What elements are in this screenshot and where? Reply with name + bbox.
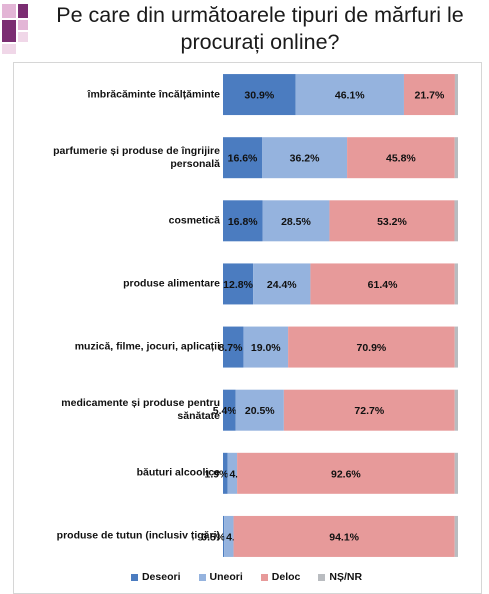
legend-swatch-deloc — [260, 573, 268, 581]
bar-segment-deloc — [347, 137, 455, 179]
bar-segment-ns-nr — [454, 326, 458, 368]
bar-segment-uneori — [262, 200, 330, 242]
data-label-deloc: 72.7% — [354, 405, 384, 417]
data-label-uneori: 19.0% — [251, 342, 281, 354]
legend-swatch-ns-nr — [318, 573, 326, 581]
bar-segment-deloc — [329, 200, 455, 242]
bar-segment-deloc — [283, 389, 455, 431]
bar-segment-ns-nr — [454, 137, 458, 179]
bar-segment-uneori — [243, 326, 289, 368]
bar-segment-deseori — [223, 515, 225, 557]
data-label-deseori: 16.8% — [228, 216, 258, 228]
bar-segment-deseori — [223, 200, 263, 242]
chart-panel: 30.9% 46.1% 21.7% 16.6% 36.2% 45.8% 16.8% 28.5%… — [13, 62, 482, 594]
category-label: medicamente și produse pentru sănătate — [61, 397, 220, 423]
data-label-uneori: 46.1% — [335, 90, 365, 102]
data-label-deseori: 16.6% — [228, 153, 258, 165]
bar-segment-ns-nr — [454, 515, 458, 557]
data-label-deloc: 45.8% — [386, 153, 416, 165]
bar-segment-deseori — [223, 452, 228, 494]
data-label-deloc: 92.6% — [331, 468, 361, 480]
bar-segment-uneori — [253, 263, 311, 305]
category-label: muzică, filme, jocuri, aplicații — [74, 340, 220, 353]
data-label-uneori: 28.5% — [281, 216, 311, 228]
data-label-deseori: 1.9% — [205, 468, 230, 480]
bar-segment-uneori — [224, 515, 234, 557]
data-label-deloc: 53.2% — [377, 216, 407, 228]
bar-segment-uneori — [295, 74, 404, 116]
data-label-deloc: 61.4% — [368, 279, 398, 291]
data-label-uneori: 20.5% — [245, 405, 275, 417]
legend-item-deseori: Deseori — [130, 571, 181, 583]
legend-item-uneori: Uneori — [198, 571, 243, 583]
bar-segment-deloc — [288, 326, 455, 368]
data-label-deseori: 5.4% — [213, 405, 238, 417]
category-label: cosmetică — [168, 214, 220, 227]
category-label: produse de tutun (inclusiv țigări) — [56, 529, 220, 542]
data-label-deloc: 21.7% — [415, 90, 445, 102]
category-label: produse alimentare — [123, 277, 220, 290]
data-label-deloc: 70.9% — [357, 342, 387, 354]
data-label-uneori: 24.4% — [267, 279, 297, 291]
chart-legend: Deseori Uneori Deloc NȘ/NR — [13, 571, 480, 583]
data-label-deseori: 30.9% — [244, 90, 274, 102]
slide-title: Pe care din următoarele tipuri de mărfur… — [40, 2, 480, 56]
bar-segment-deseori — [223, 137, 263, 179]
category-label: băuturi alcoolice — [136, 466, 220, 479]
bar-segment-ns-nr — [454, 263, 458, 305]
bar-segment-deloc — [403, 74, 455, 116]
bar-segment-deseori — [223, 389, 236, 431]
bar-segment-uneori — [227, 452, 238, 494]
bar-segment-ns-nr — [454, 74, 458, 116]
bar-segment-ns-nr — [454, 200, 458, 242]
bar-segment-deloc — [237, 452, 455, 494]
data-label-uneori: 36.2% — [290, 153, 320, 165]
bar-segment-deloc — [310, 263, 455, 305]
data-label-deseori: 0.5% — [201, 531, 226, 543]
legend-item-ns-nr: NȘ/NR — [318, 571, 362, 583]
bar-segment-ns-nr — [454, 389, 458, 431]
legend-label-deseori: Deseori — [141, 571, 181, 583]
bar-segment-deseori — [223, 326, 244, 368]
legend-label-ns-nr: NȘ/NR — [329, 571, 363, 583]
title-corner-decoration — [2, 4, 28, 54]
legend-swatch-deseori — [130, 573, 138, 581]
data-label-deseori: 8.7% — [219, 342, 244, 354]
bar-segment-uneori — [262, 137, 348, 179]
slide-title-line-2: procurați online? — [180, 30, 340, 54]
legend-swatch-uneori — [198, 573, 206, 581]
category-label: parfumerie și produse de îngrijire perso… — [53, 144, 220, 170]
category-label: îmbrăcăminte încălțăminte — [87, 88, 220, 101]
bar-segment-deseori — [223, 263, 254, 305]
slide-title-line-1: Pe care din următoarele tipuri de mărfur… — [56, 3, 464, 27]
stacked-bar-chart: 30.9% 46.1% 21.7% 16.6% 36.2% 45.8% 16.8% 28.5%… — [201, 74, 458, 557]
bar-segment-uneori — [235, 389, 284, 431]
data-label-deseori: 12.8% — [223, 279, 253, 291]
bar-segment-deseori — [223, 74, 296, 116]
legend-item-deloc: Deloc — [260, 571, 301, 583]
bar-segment-ns-nr — [454, 452, 458, 494]
data-label-deloc: 94.1% — [329, 531, 359, 543]
bar-segment-deloc — [233, 515, 455, 557]
legend-label-deloc: Deloc — [271, 571, 301, 583]
legend-label-uneori: Uneori — [209, 571, 243, 583]
